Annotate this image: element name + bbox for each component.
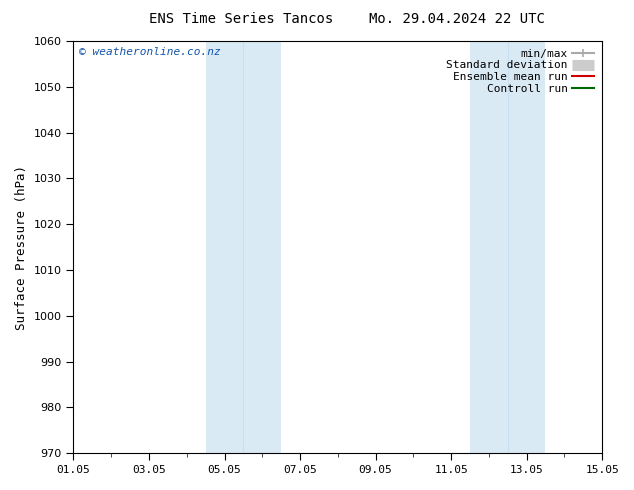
Text: Mo. 29.04.2024 22 UTC: Mo. 29.04.2024 22 UTC <box>368 12 545 26</box>
Text: © weatheronline.co.nz: © weatheronline.co.nz <box>79 47 221 57</box>
Bar <box>205 41 281 453</box>
Y-axis label: Surface Pressure (hPa): Surface Pressure (hPa) <box>15 165 28 330</box>
Text: ENS Time Series Tancos: ENS Time Series Tancos <box>149 12 333 26</box>
Bar <box>470 41 545 453</box>
Legend: min/max, Standard deviation, Ensemble mean run, Controll run: min/max, Standard deviation, Ensemble me… <box>444 47 597 96</box>
